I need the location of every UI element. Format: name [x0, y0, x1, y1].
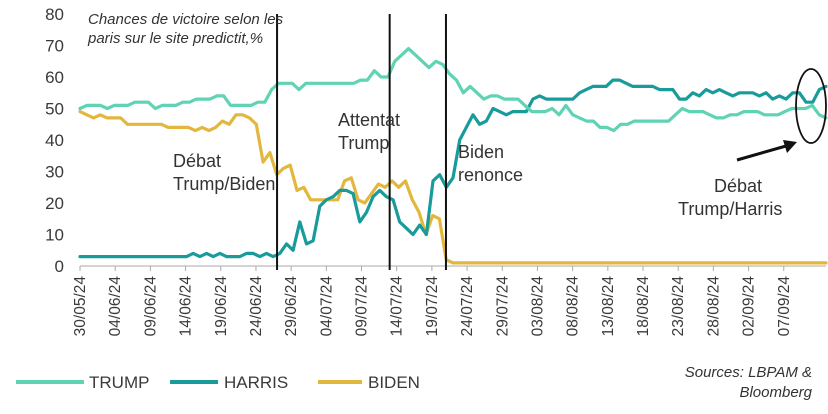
x-tick-label: 09/06/24 [142, 276, 159, 337]
x-tick-label: 04/07/24 [318, 276, 335, 337]
x-tick-label: 19/07/24 [424, 276, 441, 337]
y-tick-label: 80 [45, 5, 64, 24]
event-label-attack-line-1: Attentat [338, 110, 400, 130]
series-lines [78, 46, 828, 265]
debate2-highlight-ellipse [795, 68, 827, 144]
event-label-attack-line-2: Trump [338, 133, 389, 153]
series-line-harris [78, 78, 828, 259]
x-tick-label: 29/06/24 [283, 276, 300, 337]
x-tick-label: 24/07/24 [459, 276, 476, 337]
y-tick-label: 50 [45, 100, 64, 119]
x-tick-label: 30/05/24 [72, 276, 89, 337]
y-tick-label: 30 [45, 163, 64, 182]
x-tick-label: 04/06/24 [107, 276, 124, 337]
event-label-debate-line-2: Trump/Biden [173, 174, 275, 194]
y-tick-label: 70 [45, 37, 64, 56]
x-axis-ticks: 30/05/24 04/06/24 09/06/24 14/06/24 19/06/24… [72, 266, 793, 336]
chart-title-line-1: Chances de victoire selon les [88, 11, 284, 28]
x-tick-label: 13/08/24 [600, 276, 617, 337]
event-markers [276, 14, 447, 270]
y-tick-label: 20 [45, 194, 64, 213]
legend-label-harris: HARRIS [224, 373, 288, 392]
x-tick-label: 19/06/24 [213, 276, 230, 337]
series-line-trump [78, 46, 828, 133]
y-tick-label: 60 [45, 68, 64, 87]
debate2-arrow-head [783, 140, 797, 153]
x-tick-label: 24/06/24 [248, 276, 265, 337]
debate2-arrow-shaft [736, 144, 787, 162]
event-label-withdraw-line-1: Biden [458, 142, 504, 162]
source-line-2: Bloomberg [739, 384, 812, 401]
y-tick-label: 10 [45, 226, 64, 245]
x-tick-label: 09/07/24 [354, 276, 371, 337]
event-label-debate-line-1: Débat [173, 151, 221, 171]
x-tick-label: 02/09/24 [741, 276, 758, 337]
x-tick-label: 14/07/24 [389, 276, 406, 337]
x-tick-label: 08/08/24 [565, 276, 582, 337]
chart-title-line-2: paris sur le site predictit,% [87, 30, 263, 47]
series-line-biden [78, 109, 828, 265]
x-tick-label: 28/08/24 [705, 276, 722, 337]
event-label-withdraw-line-2: renonce [458, 165, 523, 185]
legend-label-biden: BIDEN [368, 373, 420, 392]
x-tick-label: 03/08/24 [529, 276, 546, 337]
legend-label-trump: TRUMP [89, 373, 149, 392]
y-tick-label: 0 [55, 257, 64, 276]
x-tick-label: 07/09/24 [776, 276, 793, 337]
x-tick-label: 18/08/24 [635, 276, 652, 337]
x-tick-label: 29/07/24 [494, 276, 511, 337]
x-tick-label: 23/08/24 [670, 276, 687, 337]
x-tick-label: 14/06/24 [178, 276, 195, 337]
y-axis-ticks: 0 10 20 30 40 50 60 70 80 [45, 5, 64, 276]
source-line-1: Sources: LBPAM & [685, 364, 812, 381]
y-tick-label: 40 [45, 131, 64, 150]
event-label-debate2-line-2: Trump/Harris [678, 199, 782, 219]
event-label-debate2-line-1: Débat [714, 176, 762, 196]
